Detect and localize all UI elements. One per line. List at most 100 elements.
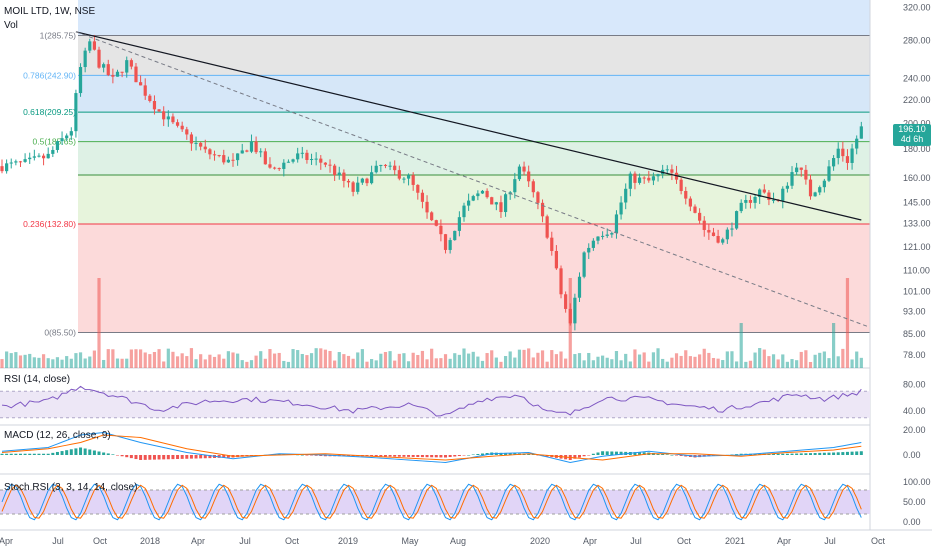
- macd-histogram-bar: [735, 454, 739, 455]
- candle-body: [540, 202, 545, 217]
- volume-bar: [189, 348, 194, 368]
- volume-bar: [180, 353, 184, 368]
- candle-body: [5, 163, 9, 172]
- price-tick-label: 220.00: [903, 95, 931, 105]
- fibonacci-retracement: 1(285.75) 0.786(242.90) 0.618(209.25) 0.5(1…: [23, 30, 870, 337]
- candle-body: [476, 193, 480, 197]
- volume-bar: [0, 359, 4, 368]
- candle-body: [785, 185, 789, 189]
- volume-bar: [721, 360, 725, 368]
- macd-histogram-bar: [467, 455, 471, 456]
- macd-histogram-bar: [448, 455, 452, 457]
- volume-bar: [813, 354, 817, 368]
- candle-body: [388, 165, 392, 167]
- volume-bar: [762, 349, 766, 368]
- time-tick-label: 2020: [530, 536, 550, 546]
- candle-body: [601, 235, 605, 237]
- volume-bar: [688, 356, 692, 368]
- chart-background: [78, 0, 870, 333]
- candle-body: [263, 151, 267, 165]
- candle-body: [462, 205, 466, 218]
- volume-bar: [430, 348, 434, 368]
- candle-body: [716, 235, 720, 243]
- volume-bar: [9, 353, 13, 368]
- macd-histogram-bar: [23, 453, 27, 455]
- macd-histogram-bar: [836, 452, 840, 455]
- volume-bar: [286, 361, 291, 368]
- volume-bar: [51, 359, 55, 368]
- macd-histogram-bar: [32, 453, 36, 455]
- price-tick-label: 85.00: [903, 329, 926, 339]
- macd-histogram-bar: [845, 451, 849, 455]
- volume-bar: [175, 356, 180, 368]
- candle-body: [46, 153, 50, 159]
- candle-body: [268, 164, 272, 168]
- candle-body: [448, 240, 452, 250]
- volume-bar: [259, 351, 263, 368]
- volume-bar: [74, 353, 78, 368]
- volume-bar: [379, 353, 383, 368]
- macd-histogram-bar: [439, 455, 443, 458]
- candle-body: [323, 162, 327, 165]
- price-axis-bg: [870, 0, 932, 550]
- volume-bar: [291, 349, 295, 368]
- candle-body: [550, 237, 554, 251]
- volume-bar: [702, 348, 706, 368]
- candle-body: [790, 172, 794, 186]
- candle-body: [443, 234, 448, 250]
- candle-body: [115, 71, 120, 77]
- candle-body: [314, 158, 318, 160]
- candle-body: [199, 142, 203, 147]
- macd-histogram-bar: [180, 455, 184, 459]
- volume-bar: [171, 351, 175, 368]
- macd-histogram-bar: [675, 455, 679, 456]
- volume-bar: [601, 355, 605, 368]
- macd-histogram-bar: [379, 455, 383, 457]
- time-tick-label: Jul: [239, 536, 251, 546]
- candle-body: [730, 228, 734, 230]
- macd-histogram-bar: [402, 455, 406, 457]
- candle-body: [577, 276, 582, 298]
- time-tick-label: Aug: [450, 536, 466, 546]
- volume-bar: [808, 361, 813, 368]
- volume-bar: [226, 351, 230, 368]
- candle-body: [855, 138, 859, 149]
- volume-bar: [596, 356, 600, 368]
- fib-label: 0.786(242.90): [23, 70, 76, 80]
- price-tick-label: 101.00: [903, 286, 931, 296]
- candle-body: [249, 141, 254, 152]
- volume-bar: [393, 360, 397, 368]
- macd-histogram-bar: [790, 453, 794, 455]
- macd-histogram-bar: [809, 453, 812, 455]
- stoch-d-line: [1, 484, 862, 519]
- volume-bar: [194, 359, 198, 368]
- macd-histogram-bar: [157, 455, 161, 460]
- macd-histogram-bar: [531, 454, 535, 455]
- time-tick-label: Apr: [191, 536, 205, 546]
- volume-bar: [767, 356, 771, 368]
- macd-histogram-bar: [397, 455, 401, 457]
- rsi-tick-label: 80.00: [903, 380, 926, 390]
- macd-histogram-bar: [189, 455, 193, 459]
- volume-bar: [776, 359, 780, 368]
- macd-histogram-bar: [92, 450, 96, 455]
- candle-body: [305, 152, 309, 160]
- candle-body: [513, 179, 517, 193]
- volume-bar: [115, 358, 120, 368]
- volume-bar: [111, 349, 115, 368]
- volume-bar: [309, 353, 314, 368]
- volume-bar: [92, 350, 96, 368]
- macd-histogram-bar: [536, 455, 540, 456]
- candle-body: [702, 220, 706, 230]
- volume-bar: [522, 349, 526, 368]
- macd-histogram-bar: [813, 453, 817, 455]
- volume-bar: [661, 358, 665, 368]
- candle-body: [111, 75, 115, 77]
- volume-bar: [217, 354, 221, 368]
- candle-body: [333, 165, 337, 176]
- candle-body: [346, 180, 351, 183]
- candle-body: [328, 164, 332, 166]
- macd-histogram-bar: [120, 455, 124, 457]
- candle-body: [92, 41, 96, 50]
- volume-bar: [633, 349, 637, 368]
